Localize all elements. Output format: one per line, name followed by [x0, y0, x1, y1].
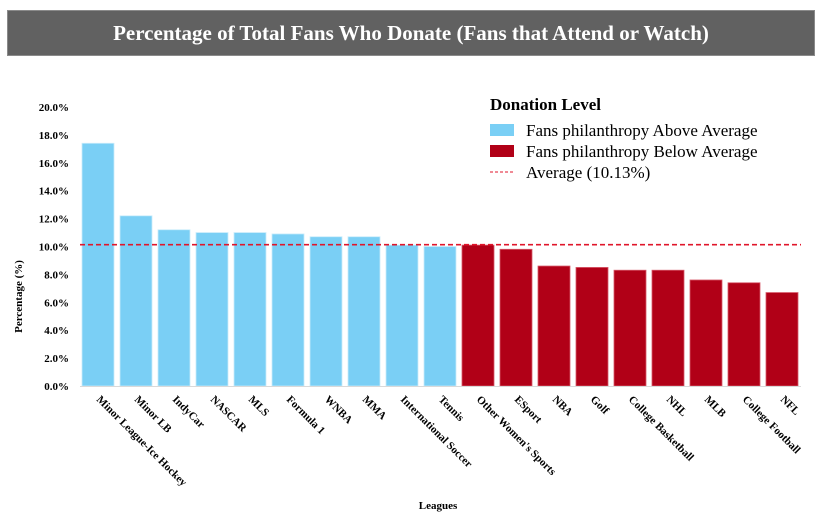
y-axis-title: Percentage (%)	[13, 260, 25, 333]
x-tick-label: Golf	[588, 394, 611, 417]
x-tick-label: NFL	[778, 394, 802, 418]
bar-international-soccer	[385, 244, 419, 387]
chart-title-bar: Percentage of Total Fans Who Donate (Fan…	[7, 10, 815, 56]
bar-college-football	[727, 282, 761, 387]
bar-indycar	[157, 229, 191, 387]
bar-wnba	[309, 236, 343, 387]
x-tick-label: WNBA	[322, 394, 355, 427]
x-tick-label: NBA	[550, 394, 575, 419]
y-tick-label: 8.0%	[44, 269, 69, 281]
legend-swatch-below	[490, 145, 514, 157]
y-tick-label: 18.0%	[39, 130, 69, 142]
bar-minor-lb	[119, 215, 153, 387]
bar-mlb	[689, 279, 723, 387]
bar-other-women-s-sports	[461, 244, 495, 387]
bar-formula-1	[271, 233, 305, 387]
legend-title: Donation Level	[490, 95, 601, 114]
bar-nba	[537, 265, 571, 387]
y-tick-label: 20.0%	[39, 102, 69, 114]
x-tick-label: Formula 1	[284, 394, 327, 437]
x-tick-label: MLB	[702, 394, 729, 421]
y-tick-label: 2.0%	[44, 353, 69, 365]
x-tick-label: International Soccer	[398, 394, 475, 471]
bar-nfl	[765, 292, 799, 387]
y-tick-label: 16.0%	[39, 158, 69, 170]
bar-college-basketball	[613, 269, 647, 387]
bar-minor-league-ice-hockey	[81, 142, 115, 387]
y-axis-ticks: 0.0% 2.0% 4.0% 6.0% 8.0% 10.0% 12.0% 14.0% 16.0%…	[39, 102, 69, 393]
x-tick-label: NHL	[664, 394, 689, 419]
y-tick-label: 14.0%	[39, 186, 69, 198]
legend-swatch-above	[490, 124, 514, 136]
x-tick-label: IndyCar	[170, 394, 207, 431]
bar-golf	[575, 267, 609, 387]
y-tick-label: 4.0%	[44, 325, 69, 337]
y-tick-label: 10.0%	[39, 242, 69, 254]
y-tick-label: 6.0%	[44, 297, 69, 309]
bar-mls	[233, 232, 267, 387]
y-tick-label: 0.0%	[44, 381, 69, 393]
x-tick-label: MLS	[246, 394, 271, 419]
legend-label-average: Average (10.13%)	[526, 163, 650, 182]
bar-nhl	[651, 269, 685, 387]
legend-label-below: Fans philanthropy Below Average	[526, 142, 758, 161]
x-tick-label: ESport	[512, 394, 544, 426]
x-axis-title: Leagues	[419, 500, 458, 512]
x-tick-label: Tennis	[436, 394, 467, 425]
x-tick-label: College Basketball	[626, 394, 696, 464]
bars	[81, 142, 799, 387]
bar-mma	[347, 236, 381, 387]
legend: Donation Level Fans philanthropy Above A…	[490, 95, 758, 182]
bar-esport	[499, 248, 533, 387]
x-tick-label: NASCAR	[208, 394, 250, 436]
bar-tennis	[423, 246, 457, 387]
chart-title: Percentage of Total Fans Who Donate (Fan…	[113, 20, 709, 45]
legend-label-above: Fans philanthropy Above Average	[526, 121, 758, 140]
x-tick-label: MMA	[360, 394, 389, 423]
y-tick-label: 12.0%	[39, 214, 69, 226]
bar-nascar	[195, 232, 229, 387]
